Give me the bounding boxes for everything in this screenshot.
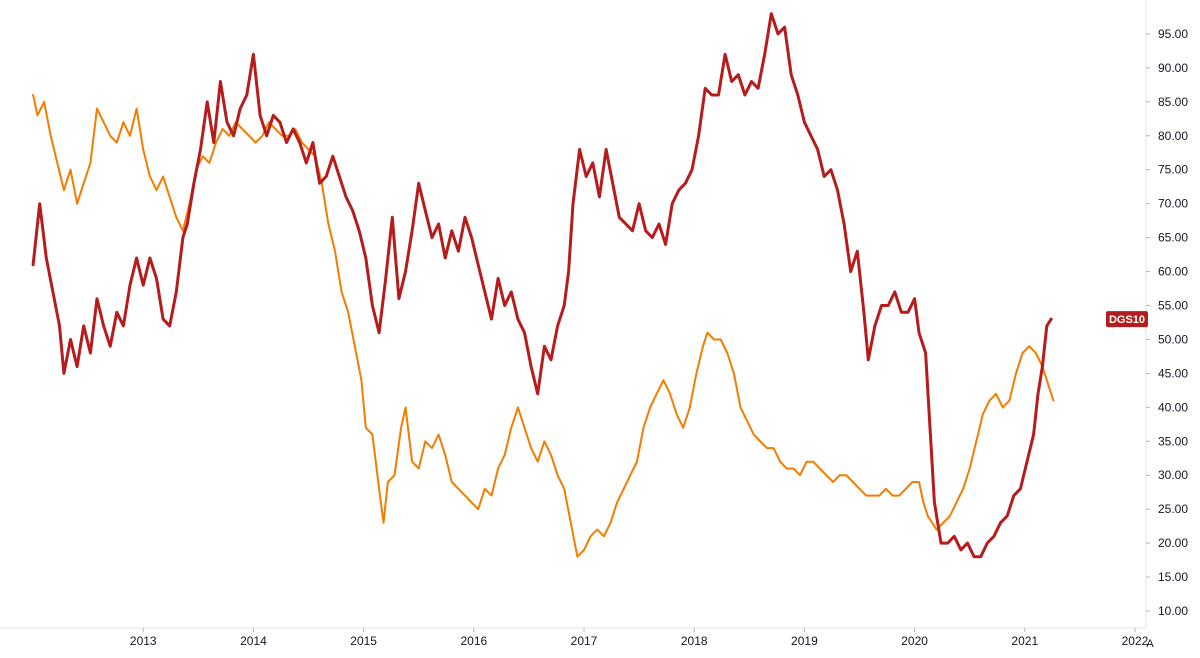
x-tick-label: 2021 [1011,634,1038,648]
last-value-tag: DGS10 [1106,311,1148,328]
x-tick-label: 2016 [460,634,487,648]
last-value-tag-label: DGS10 [1109,314,1145,326]
y-tick-label: 90.00 [1158,61,1188,75]
x-tick-label: 2013 [130,634,157,648]
y-tick-label: 35.00 [1158,434,1188,448]
x-tick-label: 2014 [240,634,267,648]
y-tick-label: 25.00 [1158,502,1188,516]
y-tick-label: 60.00 [1158,265,1188,279]
price-axis[interactable]: 10.00 15.00 20.00 25.00 30.00 35.00 40.00 45.00… [1146,27,1188,618]
y-tick-label: 70.00 [1158,197,1188,211]
y-tick-label: 80.00 [1158,129,1188,143]
auto-scale-button[interactable]: A [1146,638,1154,650]
y-tick-label: 55.00 [1158,299,1188,313]
x-tick-label: 2015 [350,634,377,648]
y-tick-label: 75.00 [1158,163,1188,177]
y-tick-label: 40.00 [1158,400,1188,414]
y-tick-label: 15.00 [1158,570,1188,584]
y-tick-label: 20.00 [1158,536,1188,550]
y-tick-label: 65.00 [1158,231,1188,245]
y-tick-label: 95.00 [1158,27,1188,41]
x-tick-label: 2022 [1122,634,1149,648]
x-tick-label: 2019 [791,634,818,648]
x-tick-label: 2018 [681,634,708,648]
y-tick-label: 50.00 [1158,332,1188,346]
time-axis[interactable]: 2013 2014 2015 2016 2017 2018 2019 2020 2021 2022 [130,628,1149,648]
y-tick-label: 45.00 [1158,366,1188,380]
series-layer [31,12,1055,559]
series-line-dgs10 [31,12,1053,559]
last-value-tag-bg [1106,311,1148,328]
y-tick-label: 85.00 [1158,95,1188,109]
x-tick-label: 2017 [571,634,598,648]
x-tick-label: 2020 [901,634,928,648]
y-tick-label: 10.00 [1158,604,1188,618]
series-line-secondary [32,94,1055,558]
y-tick-label: 30.00 [1158,468,1188,482]
